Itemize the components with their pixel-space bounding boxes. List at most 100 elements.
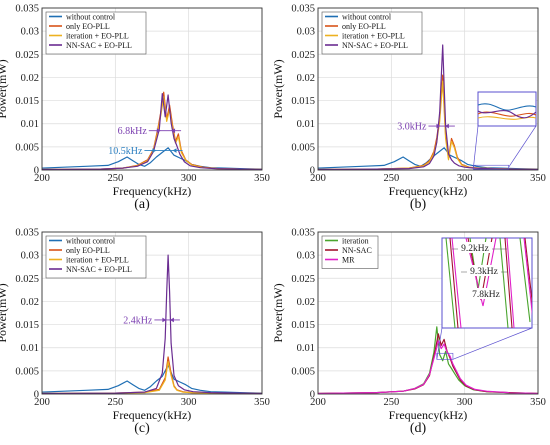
y-axis-label: Power(mW) [0, 283, 9, 342]
x-tick-label: 250 [107, 397, 123, 408]
annotation-text: 2.4kHz [123, 315, 153, 326]
inset-label-bg [469, 288, 503, 299]
y-tick-label: 0.01 [297, 119, 315, 130]
zoom-region [436, 352, 454, 360]
legend-label: NN-SAC [342, 246, 372, 255]
annotation-arrow [169, 317, 174, 323]
inset-label: 7.8kHz [472, 290, 500, 300]
y-tick-label: 0.015 [15, 96, 39, 107]
y-tick-label: 0.025 [291, 274, 315, 285]
y-tick-label: 0.005 [291, 142, 315, 153]
inset-connector [508, 125, 537, 168]
x-tick-label: 250 [383, 397, 399, 408]
y-tick-label: 0 [310, 390, 315, 401]
y-tick-label: 0.035 [291, 228, 315, 239]
legend-box [321, 11, 423, 55]
y-axis-label: Power(mW) [271, 283, 285, 342]
y-tick-label: 0.02 [297, 73, 315, 84]
series-line-without-control [318, 147, 538, 170]
legend-label: without control [342, 13, 392, 22]
x-axis-label: Frequency(kHz) [389, 184, 468, 198]
annotation-arrow [172, 148, 177, 153]
legend-label: only EO-PLL [66, 246, 110, 255]
legend-label: only EO-PLL [342, 22, 386, 31]
x-tick-label: 350 [530, 173, 546, 184]
y-tick-label: 0.02 [21, 73, 39, 84]
width-annotation: 6.8kHz [118, 126, 182, 137]
x-tick-label: 200 [310, 173, 326, 184]
legend-box [45, 235, 147, 279]
annotation-text: 3.0kHz [397, 122, 427, 133]
x-tick-label: 250 [107, 173, 123, 184]
y-tick-label: 0.01 [297, 343, 315, 354]
panel-label: (a) [134, 197, 150, 212]
legend-label: without control [66, 237, 116, 246]
annotation-arrow [162, 317, 167, 323]
x-tick-label: 350 [254, 173, 270, 184]
y-tick-label: 0 [34, 166, 39, 177]
inset-curve [477, 103, 537, 111]
legend-label: NN-SAC + EO-PLL [342, 41, 408, 50]
legend-label: NN-SAC + EO-PLL [66, 41, 132, 50]
x-tick-label: 300 [181, 397, 197, 408]
series-line-nn-sac-eo-pll [42, 93, 262, 170]
annotation-arrow [156, 128, 161, 133]
x-tick-label: 350 [530, 397, 546, 408]
y-axis-label: Power(mW) [0, 59, 9, 118]
plot-frame [317, 231, 539, 395]
panel-label: (b) [410, 197, 427, 212]
y-tick-label: 0.01 [21, 119, 39, 130]
x-tick-label: 200 [310, 397, 326, 408]
x-tick-label: 300 [457, 397, 473, 408]
y-tick-label: 0.015 [291, 96, 315, 107]
x-tick-label: 300 [457, 173, 473, 184]
inset-connector [436, 327, 443, 360]
y-tick-label: 0.02 [297, 297, 315, 308]
y-tick-label: 0.035 [291, 4, 315, 15]
legend-label: iteration + EO-PLL [66, 32, 129, 41]
series-group [318, 326, 538, 394]
annotation-text: 6.8kHz [118, 126, 148, 137]
y-tick-label: 0 [34, 390, 39, 401]
series-group [42, 254, 262, 394]
inset-frame [477, 91, 537, 127]
y-tick-label: 0.015 [291, 320, 315, 331]
y-tick-label: 0.035 [15, 4, 39, 15]
series-line-nn-sac-eo-pll [42, 254, 262, 394]
y-tick-label: 0.005 [15, 366, 39, 377]
y-axis-label: Power(mW) [271, 59, 285, 118]
legend-label: MR [342, 256, 355, 265]
width-annotation: 2.4kHz [123, 315, 180, 326]
y-tick-label: 0.02 [21, 297, 39, 308]
inset-label-bg [467, 265, 501, 276]
y-tick-label: 0.03 [21, 251, 39, 262]
plot-frame [41, 7, 263, 171]
inset-connector [452, 327, 533, 360]
legend-label: iteration + EO-PLL [66, 256, 129, 265]
y-tick-label: 0.025 [15, 50, 39, 61]
zoom-inset [473, 91, 537, 170]
chart-panel-1: 200 250 300 350 0 0.005 0.01 0.015 0.02 0.025 0.03… [0, 4, 270, 213]
zoom-region [473, 164, 509, 170]
y-tick-label: 0.005 [291, 366, 315, 377]
legend-label: iteration + EO-PLL [342, 32, 405, 41]
legend-box [321, 235, 379, 269]
series-line-mr [318, 340, 538, 394]
inset-curve [477, 116, 537, 120]
width-annotation: 10.5kHz [108, 146, 183, 157]
y-tick-label: 0 [310, 166, 315, 177]
width-annotation: 3.0kHz [397, 122, 455, 133]
chart-panel-4: 200 250 300 350 0 0.005 0.01 0.015 0.02 0.025 0.03… [271, 228, 546, 437]
annotation-arrow [436, 123, 441, 129]
plot-frame [41, 231, 263, 395]
inset-label: 9.3kHz [470, 267, 498, 277]
x-tick-label: 200 [34, 397, 50, 408]
panel-label: (d) [410, 421, 427, 436]
x-tick-label: 250 [383, 173, 399, 184]
x-axis-label: Frequency(kHz) [389, 408, 468, 422]
